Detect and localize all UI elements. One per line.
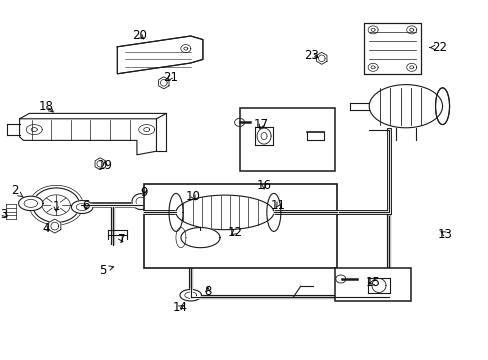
Polygon shape — [181, 228, 220, 248]
Polygon shape — [19, 196, 43, 211]
Text: 16: 16 — [256, 179, 271, 192]
Text: 17: 17 — [254, 118, 268, 131]
Text: 11: 11 — [270, 199, 285, 212]
Bar — [364, 23, 420, 74]
Polygon shape — [368, 85, 442, 128]
Text: 5: 5 — [99, 264, 113, 276]
Text: 6: 6 — [81, 199, 89, 212]
Text: 22: 22 — [429, 41, 447, 54]
Text: 19: 19 — [98, 159, 112, 172]
Text: 15: 15 — [365, 276, 379, 289]
Text: 1: 1 — [52, 201, 60, 213]
Polygon shape — [158, 77, 169, 89]
Text: 14: 14 — [172, 301, 187, 314]
Polygon shape — [435, 88, 448, 125]
Polygon shape — [71, 201, 93, 213]
Text: 8: 8 — [203, 285, 211, 298]
Polygon shape — [117, 36, 203, 74]
Text: 2: 2 — [11, 184, 23, 197]
Bar — [239, 108, 334, 171]
Bar — [144, 184, 337, 268]
Text: 18: 18 — [39, 100, 54, 113]
Polygon shape — [132, 194, 149, 210]
Text: 4: 4 — [42, 222, 50, 235]
Text: 7: 7 — [117, 233, 125, 246]
Polygon shape — [95, 158, 105, 170]
Text: 9: 9 — [140, 186, 148, 199]
Text: 10: 10 — [185, 190, 200, 203]
Polygon shape — [316, 52, 326, 64]
Polygon shape — [49, 219, 61, 233]
Text: 23: 23 — [304, 49, 319, 62]
Bar — [364, 23, 420, 74]
Text: 3: 3 — [0, 208, 8, 221]
Text: 12: 12 — [227, 226, 242, 239]
Text: 20: 20 — [132, 29, 146, 42]
Bar — [334, 268, 410, 301]
Polygon shape — [180, 289, 201, 301]
Polygon shape — [33, 188, 80, 222]
Polygon shape — [176, 195, 273, 230]
Text: 13: 13 — [437, 228, 451, 240]
Text: 21: 21 — [163, 71, 177, 84]
